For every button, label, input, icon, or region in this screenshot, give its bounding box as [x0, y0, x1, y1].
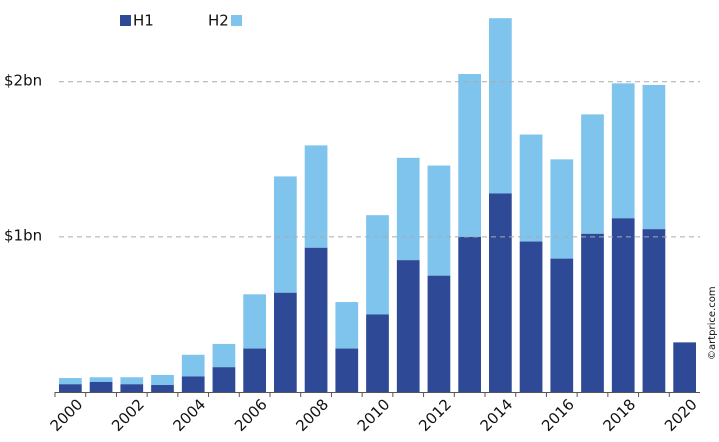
bar-segment — [151, 385, 174, 392]
watermark: ©artprice.com — [707, 286, 718, 360]
bar-segment — [550, 258, 574, 392]
bar-segment — [427, 275, 451, 392]
bar-segment — [273, 176, 297, 293]
bar-segment — [366, 314, 389, 392]
bar-segment — [642, 84, 666, 230]
bar-segment — [89, 377, 113, 382]
bar-segment — [120, 377, 144, 385]
bar-segment — [89, 381, 113, 392]
bar-segment — [181, 376, 205, 392]
bar-segment — [519, 134, 543, 242]
bar-segment — [427, 165, 451, 276]
x-tick-label: 2008 — [292, 395, 332, 435]
bar-segment — [488, 193, 512, 392]
bar-segment — [212, 367, 236, 392]
bar-segment — [366, 215, 389, 315]
bar-segment — [488, 18, 512, 194]
bar-segment — [181, 354, 205, 377]
x-tick-label: 2006 — [231, 395, 271, 435]
x-tick-label: 2002 — [108, 395, 148, 435]
bar-segment — [581, 233, 604, 392]
x-tick-label: 2018 — [599, 395, 639, 435]
bar-segment — [212, 343, 236, 368]
bar-segment — [396, 260, 420, 392]
bar-segment — [550, 159, 574, 259]
x-tick-label: 2014 — [477, 395, 517, 435]
bar-segment — [58, 384, 82, 392]
x-tick-label: 2012 — [415, 395, 455, 435]
legend-swatch — [231, 15, 242, 26]
bar-segment — [611, 83, 635, 219]
bar-segment — [304, 247, 328, 392]
y-tick-label: $1bn — [4, 226, 42, 244]
bar-segment — [304, 145, 328, 248]
bar-segment — [396, 157, 420, 261]
y-tick-label: $2bn — [4, 71, 42, 89]
bar-segment — [335, 348, 359, 392]
legend-label: H2 — [208, 12, 229, 30]
bar-segment — [243, 294, 267, 349]
bar-segment — [458, 236, 482, 392]
x-tick-label: 2000 — [47, 395, 87, 435]
bar-segment — [673, 342, 697, 392]
x-tick-label: 2016 — [538, 395, 578, 435]
bar-segment — [151, 374, 174, 386]
bar-segment — [458, 74, 482, 237]
bar-segment — [642, 229, 666, 392]
bar-segment — [581, 114, 604, 234]
x-tick-label: 2010 — [354, 395, 394, 435]
bar-segment — [120, 384, 144, 392]
bar-segment — [519, 241, 543, 392]
legend-swatch — [120, 15, 131, 26]
bar-segment — [243, 348, 267, 392]
bar-segment — [611, 218, 635, 392]
x-tick-label: 2020 — [661, 395, 701, 435]
bar-segment — [58, 378, 82, 385]
legend-label: H1 — [133, 12, 154, 30]
bar-segment — [335, 302, 359, 349]
x-tick-label: 2004 — [169, 395, 209, 435]
bar-segment — [273, 292, 297, 392]
